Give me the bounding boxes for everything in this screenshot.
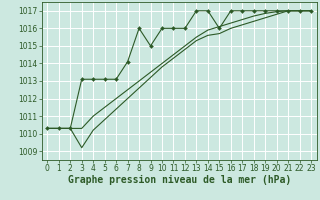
X-axis label: Graphe pression niveau de la mer (hPa): Graphe pression niveau de la mer (hPa) xyxy=(68,175,291,185)
